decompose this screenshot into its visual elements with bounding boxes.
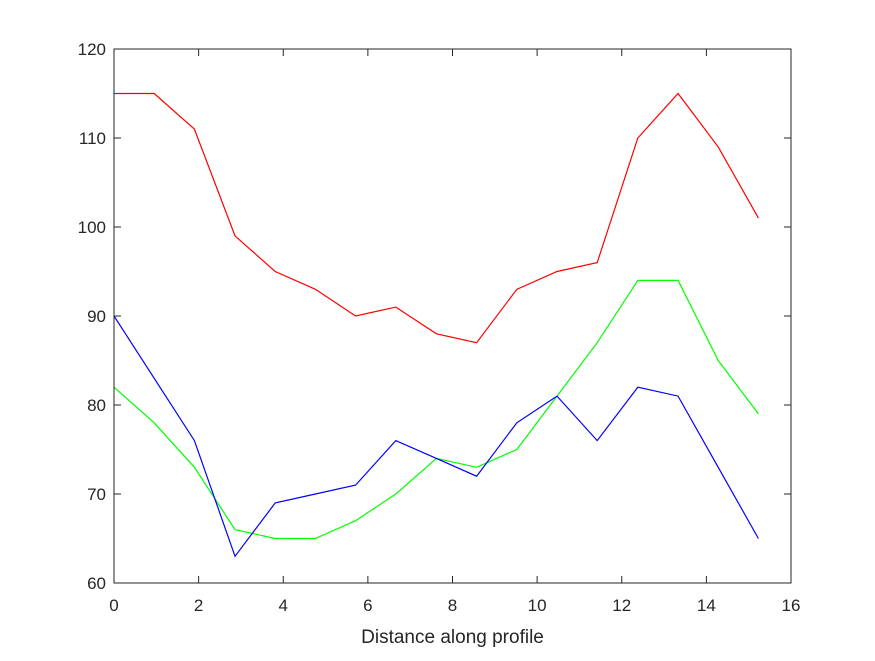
series-line-1	[114, 92, 759, 344]
x-tick-label-8: 8	[448, 596, 457, 615]
x-axis: 0 2 4 6 8 10 12 14 16	[109, 49, 800, 615]
y-tick-label-110: 110	[79, 129, 106, 148]
series-line-3	[113, 315, 759, 558]
y-tick-label-70: 70	[87, 485, 106, 504]
x-tick-label-14: 14	[697, 596, 716, 615]
plot-area-frame	[113, 48, 792, 584]
y-tick-label-80: 80	[87, 396, 106, 415]
y-tick-label-60: 60	[87, 574, 106, 593]
y-tick-label-100: 100	[78, 218, 106, 237]
x-tick-label-12: 12	[612, 596, 631, 615]
x-tick-label-6: 6	[363, 596, 372, 615]
y-tick-label-90: 90	[87, 307, 106, 326]
series-line-2	[113, 279, 759, 540]
x-tick-label-2: 2	[194, 596, 203, 615]
y-axis: 60 70 80 90 100 110 120	[78, 40, 791, 593]
x-axis-label: Distance along profile	[361, 627, 544, 648]
x-tick-label-10: 10	[528, 596, 547, 615]
x-tick-label-4: 4	[279, 596, 288, 615]
x-tick-label-16: 16	[782, 596, 801, 615]
x-tick-label-0: 0	[109, 596, 118, 615]
y-tick-label-120: 120	[78, 40, 106, 59]
series-layer	[113, 92, 759, 558]
